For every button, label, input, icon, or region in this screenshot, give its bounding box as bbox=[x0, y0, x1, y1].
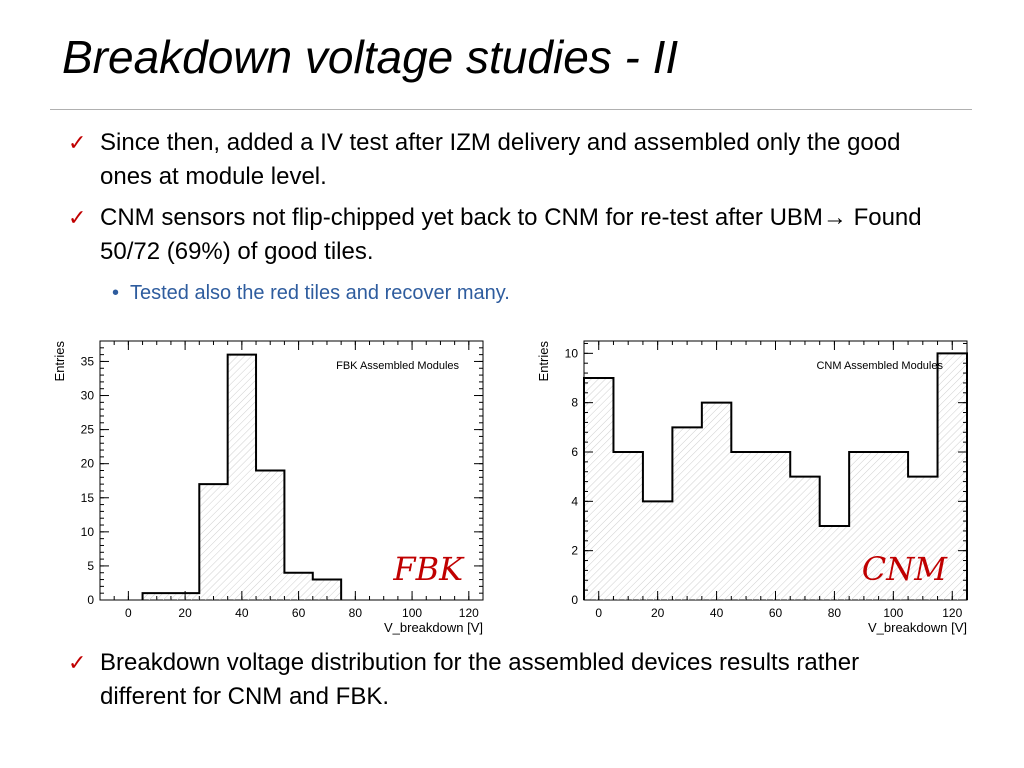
bullet-dot-icon: • bbox=[112, 282, 120, 304]
y-tick-label: 20 bbox=[81, 457, 95, 471]
x-axis-label: V_breakdown [V] bbox=[384, 620, 483, 635]
plot-title: CNM Assembled Modules bbox=[816, 360, 943, 372]
bullet-1-text: Since then, added a IV test after IZM de… bbox=[100, 129, 901, 190]
x-tick-label: 40 bbox=[235, 606, 249, 620]
x-tick-label: 80 bbox=[349, 606, 363, 620]
checkmark-icon: ✓ bbox=[68, 130, 87, 155]
x-tick-label: 120 bbox=[942, 606, 962, 620]
sensor-tag: CNM bbox=[862, 550, 948, 588]
bullet-2: ✓ CNM sensors not flip-chipped yet back … bbox=[68, 201, 948, 269]
sub-bullet: • Tested also the red tiles and recover m… bbox=[112, 280, 510, 306]
bullet-3-text: Breakdown voltage distribution for the a… bbox=[100, 649, 860, 710]
histogram-fill bbox=[584, 353, 967, 600]
x-tick-label: 20 bbox=[178, 606, 192, 620]
y-tick-label: 8 bbox=[571, 396, 578, 410]
arrow-icon: → bbox=[822, 204, 847, 231]
plot-title: FBK Assembled Modules bbox=[336, 360, 459, 372]
x-tick-label: 20 bbox=[651, 606, 665, 620]
x-tick-label: 60 bbox=[292, 606, 306, 620]
plot-frame bbox=[99, 340, 484, 601]
bullet-2-text: CNM sensors not flip-chipped yet back to… bbox=[100, 201, 948, 269]
y-tick-label: 0 bbox=[87, 593, 94, 607]
cnm-histogram: 0 20 40 60 80 100 120 0 2 4 6 8 10 V_breakdown [V] Ent… bbox=[536, 335, 986, 640]
sensor-tag: FBK bbox=[392, 550, 465, 588]
y-tick-label: 4 bbox=[571, 494, 578, 508]
slide-title: Breakdown voltage studies - II bbox=[62, 31, 679, 83]
bullet-1: ✓ Since then, added a IV test after IZM … bbox=[68, 126, 948, 194]
y-tick-label: 5 bbox=[87, 559, 94, 573]
x-tick-label: 0 bbox=[595, 606, 602, 620]
histogram-fill bbox=[142, 354, 342, 600]
x-tick-label: 40 bbox=[710, 606, 724, 620]
sub-bullet-text: Tested also the red tiles and recover ma… bbox=[130, 282, 510, 304]
x-tick-label: 120 bbox=[459, 606, 479, 620]
checkmark-icon: ✓ bbox=[68, 650, 87, 675]
fbk-histogram: 0 20 40 60 80 100 120 0 5 10 15 20 25 30 35 V_breakdown… bbox=[46, 335, 496, 640]
y-tick-label: 25 bbox=[81, 423, 95, 437]
x-tick-label: 80 bbox=[828, 606, 842, 620]
y-tick-label: 10 bbox=[81, 525, 95, 539]
y-tick-label: 30 bbox=[81, 389, 95, 403]
cnm-histogram-svg: 0 20 40 60 80 100 120 0 2 4 6 8 10 V_breakdown [V] Ent… bbox=[536, 340, 968, 635]
histogram-outline bbox=[141, 353, 343, 600]
bullet-2-text-b: Found 50/72 (69%) of good tiles. bbox=[100, 204, 922, 265]
x-tick-label: 60 bbox=[769, 606, 783, 620]
title-divider bbox=[50, 109, 972, 110]
y-tick-label: 2 bbox=[571, 544, 578, 558]
y-axis-label: Entries bbox=[52, 341, 67, 382]
bullet-2-text-a: CNM sensors not flip-chipped yet back to… bbox=[100, 204, 823, 231]
y-tick-label: 10 bbox=[565, 346, 579, 360]
y-tick-label: 0 bbox=[571, 593, 578, 607]
y-tick-label: 15 bbox=[81, 491, 95, 505]
y-tick-label: 35 bbox=[81, 354, 95, 368]
bullet-3: ✓ Breakdown voltage distribution for the… bbox=[68, 646, 948, 714]
fbk-histogram-svg: 0 20 40 60 80 100 120 0 5 10 15 20 25 30 35 V_breakdown… bbox=[52, 340, 484, 635]
checkmark-icon: ✓ bbox=[68, 205, 87, 230]
x-tick-label: 0 bbox=[125, 606, 132, 620]
x-tick-label: 100 bbox=[883, 606, 903, 620]
x-axis-label: V_breakdown [V] bbox=[868, 620, 967, 635]
x-tick-label: 100 bbox=[402, 606, 422, 620]
histogram-outline bbox=[583, 352, 968, 600]
y-axis-label: Entries bbox=[536, 341, 551, 382]
y-tick-label: 6 bbox=[571, 445, 578, 459]
